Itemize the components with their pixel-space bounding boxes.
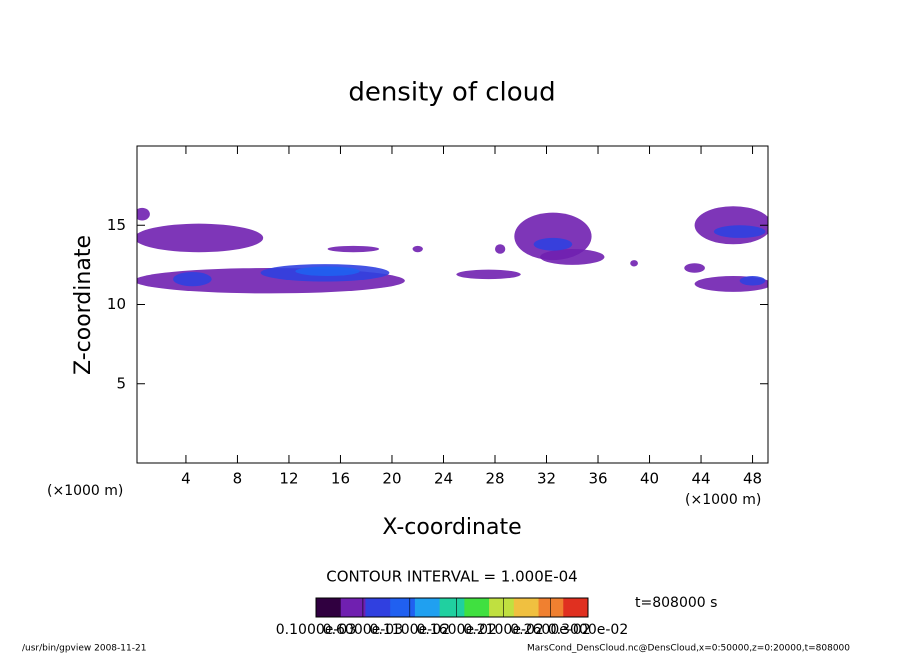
colorbar-cell xyxy=(365,598,391,617)
x-tick-label: 12 xyxy=(279,470,298,488)
cloud-region xyxy=(630,260,638,267)
cloud-region xyxy=(494,244,506,254)
cloud-region xyxy=(137,207,150,221)
colorbar-cell xyxy=(340,598,366,617)
cloud-region xyxy=(514,212,592,261)
cloud-region xyxy=(684,263,705,273)
colorbar-cell xyxy=(489,598,515,617)
x-unit: (×1000 m) xyxy=(685,492,761,508)
colorbar-tick-label: 0.2600e-02 xyxy=(510,622,590,638)
cloud-region xyxy=(540,249,605,265)
x-tick-label: 44 xyxy=(691,470,710,488)
contour-interval: CONTOUR INTERVAL = 1.000E-04 xyxy=(326,568,577,586)
y-tick-label: 5 xyxy=(116,374,126,392)
x-axis-label: X-coordinate xyxy=(382,515,521,540)
colorbar-tick-label: 0.6000e-03 xyxy=(323,622,403,638)
x-tick-label: 24 xyxy=(434,470,453,488)
footer-left: /usr/bin/gpview 2008-11-21 xyxy=(22,644,146,654)
colorbar-tick-label: 0.1000e-03 xyxy=(276,622,356,638)
x-tick-label: 16 xyxy=(331,470,350,488)
y-unit: (×1000 m) xyxy=(47,483,123,499)
cloud-region xyxy=(533,237,573,251)
x-tick-label: 32 xyxy=(537,470,556,488)
cloud-region xyxy=(295,266,360,276)
colorbar-tick-label: 0.2100e-02 xyxy=(463,622,543,638)
y-tick-label: 15 xyxy=(107,216,126,234)
footer-right: MarsCond_DensCloud.nc@DensCloud,x=0:5000… xyxy=(527,644,850,654)
colorbar-tick-label: 0.1600e-02 xyxy=(416,622,496,638)
chart-title: density of cloud xyxy=(348,78,555,108)
x-tick-label: 40 xyxy=(640,470,659,488)
plot-area xyxy=(137,206,768,294)
x-tick-label: 48 xyxy=(743,470,762,488)
cloud-region xyxy=(739,275,766,286)
colorbar-cell xyxy=(439,598,465,617)
y-axis-label: Z-coordinate xyxy=(71,235,96,375)
colorbar-cell xyxy=(414,598,441,617)
colorbar-tick-label: 0.3000e-02 xyxy=(548,622,628,638)
x-tick-label: 28 xyxy=(485,470,504,488)
cloud-region xyxy=(412,245,423,253)
y-tick-label: 10 xyxy=(107,295,126,313)
time-label: t=808000 s xyxy=(635,595,717,611)
cloud-region xyxy=(173,272,212,287)
x-tick-label: 8 xyxy=(233,470,243,488)
colorbar-cell xyxy=(390,598,416,617)
cloud-region xyxy=(456,269,521,280)
x-tick-label: 20 xyxy=(382,470,401,488)
cloud-region xyxy=(137,223,264,253)
cloud-region xyxy=(713,225,766,238)
colorbar-cell xyxy=(538,598,564,617)
x-tick-label: 36 xyxy=(588,470,607,488)
x-tick-label: 4 xyxy=(181,470,191,488)
colorbar-tick-label: 0.1100e-02 xyxy=(370,622,450,638)
colorbar-cell xyxy=(563,598,589,617)
colorbar-cell xyxy=(464,598,490,617)
cloud-region xyxy=(327,245,380,253)
colorbar-cell xyxy=(316,598,342,617)
colorbar-cell xyxy=(513,598,540,617)
